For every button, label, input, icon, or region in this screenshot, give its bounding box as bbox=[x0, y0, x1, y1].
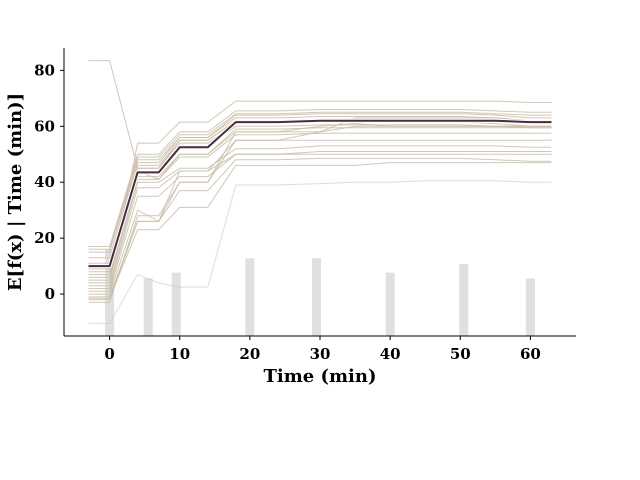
y-tick-label: 20 bbox=[34, 229, 55, 247]
histogram-bar-1 bbox=[143, 278, 153, 336]
ice-curves bbox=[88, 60, 552, 324]
y-tick-label: 40 bbox=[34, 173, 55, 191]
ice-curve-18 bbox=[88, 151, 552, 301]
x-tick-label: 30 bbox=[310, 345, 331, 363]
x-tick-label: 50 bbox=[450, 345, 471, 363]
histogram-bar-4 bbox=[311, 258, 321, 336]
x-tick-label: 0 bbox=[104, 345, 114, 363]
axes: 0 10 20 30 40 50 60 0 20 40 60 80 bbox=[34, 48, 576, 363]
ice-curve-9 bbox=[88, 125, 552, 278]
histogram-bar-2 bbox=[171, 272, 181, 336]
x-tick-label: 60 bbox=[520, 345, 541, 363]
ice-curve-17 bbox=[88, 162, 552, 299]
y-tick-label: 0 bbox=[45, 285, 55, 303]
x-tick-label: 40 bbox=[380, 345, 401, 363]
ice-curve-2 bbox=[88, 111, 552, 250]
ice-curve-5 bbox=[88, 118, 552, 264]
pd-curve bbox=[88, 118, 552, 269]
ice-curve-19 bbox=[88, 122, 552, 303]
ice-curve-6 bbox=[88, 121, 552, 270]
histogram-bars bbox=[105, 249, 535, 336]
ice-curve-3 bbox=[88, 113, 552, 253]
ice-curve-7 bbox=[88, 124, 552, 273]
ice-curve-20 bbox=[88, 180, 552, 324]
ice-curve-8 bbox=[88, 127, 552, 275]
y-tick-label: 80 bbox=[34, 61, 55, 79]
x-axis-label: Time (min) bbox=[263, 366, 376, 387]
ice-curve-14 bbox=[88, 153, 552, 292]
histogram-bar-7 bbox=[525, 278, 535, 336]
y-tick-label: 60 bbox=[34, 117, 55, 135]
ice-curve-1 bbox=[88, 109, 552, 247]
x-tick-label: 20 bbox=[239, 345, 260, 363]
pd-curve-line bbox=[88, 119, 552, 268]
pd-curve-halo bbox=[88, 118, 552, 269]
ice-curve-11 bbox=[88, 100, 552, 284]
histogram-bar-3 bbox=[245, 258, 255, 336]
ice-curve-10 bbox=[88, 132, 552, 281]
ice-curve-12 bbox=[88, 145, 552, 287]
ice-curve-4 bbox=[88, 116, 552, 259]
y-axis-label: E[f(x) | Time (min)] bbox=[5, 93, 26, 291]
histogram-bar-6 bbox=[459, 264, 469, 336]
ice-curve-13 bbox=[88, 117, 552, 289]
histogram-bar-5 bbox=[385, 272, 395, 336]
x-tick-label: 10 bbox=[169, 345, 190, 363]
